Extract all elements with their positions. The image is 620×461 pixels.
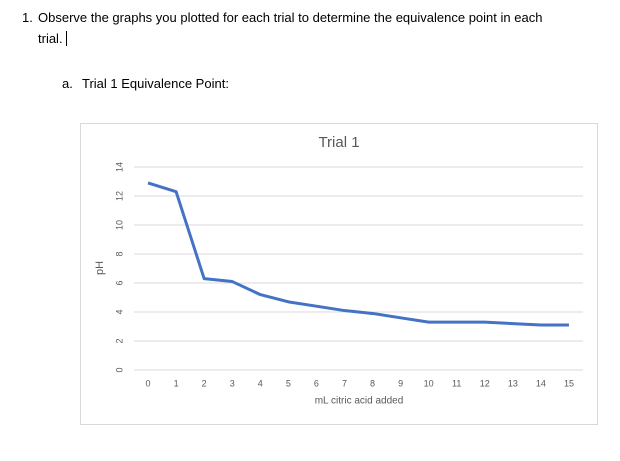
x-tick-label: 9 <box>398 378 403 388</box>
x-tick-label: 4 <box>258 378 263 388</box>
x-tick-label: 2 <box>202 378 207 388</box>
x-tick-label: 10 <box>424 378 434 388</box>
question-body: Observe the graphs you plotted for each … <box>38 10 543 46</box>
x-axis-label: mL citric acid added <box>315 396 404 407</box>
y-tick-label: 14 <box>114 162 124 172</box>
y-tick-label: 10 <box>114 220 124 230</box>
x-tick-label: 7 <box>342 378 347 388</box>
y-tick-label: 2 <box>114 338 124 343</box>
text-cursor <box>65 31 67 46</box>
x-tick-label: 12 <box>480 378 490 388</box>
chart-title: Trial 1 <box>318 134 359 151</box>
x-tick-label: 5 <box>286 378 291 388</box>
x-tick-label: 0 <box>146 378 151 388</box>
data-line <box>147 181 569 327</box>
question-text: Observe the graphs you plotted for each … <box>38 7 558 49</box>
x-tick-label: 14 <box>536 378 546 388</box>
x-tick-label: 11 <box>452 378 461 388</box>
y-axis-label: pH <box>94 261 106 275</box>
x-tick-label: 3 <box>230 378 235 388</box>
y-tick-label: 4 <box>114 309 124 314</box>
x-tick-label: 1 <box>174 378 179 388</box>
x-tick-label: 6 <box>314 378 319 388</box>
y-tick-label: 8 <box>114 251 124 256</box>
x-tick-label: 15 <box>564 378 574 388</box>
x-tick-label: 13 <box>508 378 518 388</box>
x-tick-label: 8 <box>370 378 375 388</box>
question-number: 1. <box>22 10 33 25</box>
subquestion-number: a. <box>62 76 73 91</box>
y-tick-label: 12 <box>114 191 124 201</box>
y-tick-label: 6 <box>114 280 124 285</box>
y-tick-label: 0 <box>114 367 124 372</box>
subquestion-text: Trial 1 Equivalence Point: <box>82 76 229 91</box>
chart-frame <box>80 123 598 425</box>
